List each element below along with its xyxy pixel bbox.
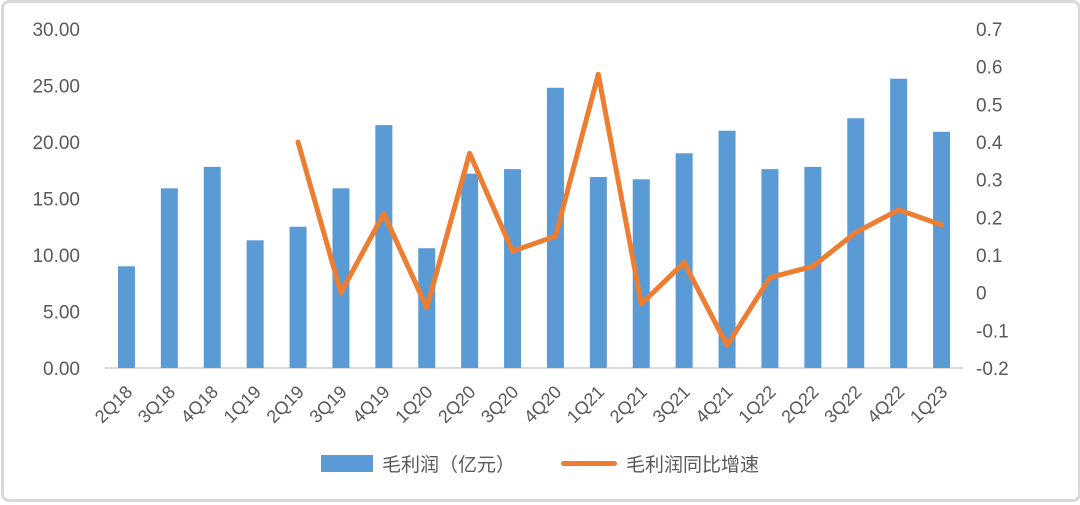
bar-1Q23 (933, 131, 951, 368)
left-axis-tick-label: 10.00 (32, 246, 80, 267)
x-axis-label-2Q20: 2Q20 (434, 382, 479, 427)
x-axis-label-4Q21: 4Q21 (692, 382, 737, 427)
bar-3Q18 (160, 188, 178, 368)
right-axis-tick-label: 0.7 (976, 20, 1002, 41)
line-series-label: 毛利润同比增速 (626, 455, 760, 476)
left-axis-tick-label: 15.00 (32, 190, 80, 211)
x-axis-label-4Q19: 4Q19 (348, 382, 393, 427)
x-axis-label-3Q20: 3Q20 (477, 382, 522, 427)
bar-1Q21 (589, 177, 607, 368)
bar-2Q18 (117, 266, 135, 368)
x-axis-label-3Q21: 3Q21 (649, 382, 694, 427)
left-axis-tick-label: 20.00 (32, 133, 80, 154)
bar-series-label: 毛利润（亿元） (381, 455, 515, 476)
x-axis-label-2Q21: 2Q21 (606, 382, 651, 427)
bar-2Q19 (289, 226, 307, 368)
left-axis-tick-label: 25.00 (32, 77, 80, 98)
x-axis-label-4Q20: 4Q20 (520, 382, 565, 427)
right-axis-tick-label: 0.1 (976, 246, 1002, 267)
bar-4Q22 (890, 78, 908, 368)
left-axis-tick-label: 30.00 (32, 20, 80, 41)
bar-3Q19 (332, 188, 350, 368)
bar-4Q19 (375, 125, 393, 368)
bar-2Q20 (461, 173, 479, 368)
x-axis-label-2Q19: 2Q19 (263, 382, 308, 427)
bar-4Q21 (718, 130, 736, 368)
x-axis-label-1Q22: 1Q22 (734, 382, 779, 427)
bar-3Q22 (847, 118, 865, 369)
bar-4Q18 (203, 166, 221, 368)
left-axis-tick-label: 0.00 (43, 359, 80, 380)
growth-line (295, 71, 944, 348)
right-axis-tick-label: 0.3 (976, 171, 1002, 192)
bar-1Q19 (246, 240, 264, 368)
x-axis-label-1Q20: 1Q20 (391, 382, 436, 427)
bar-1Q22 (761, 169, 779, 368)
right-axis-tick-label: 0.2 (976, 208, 1002, 229)
right-axis-tick-label: -0.1 (976, 321, 1009, 342)
x-axis-label-1Q21: 1Q21 (563, 382, 608, 427)
legend-item-line-series: 毛利润同比增速 (561, 450, 759, 477)
right-axis-tick-label: 0.5 (976, 95, 1002, 116)
x-axis-label-2Q18: 2Q18 (91, 382, 136, 427)
x-axis-label-1Q19: 1Q19 (220, 382, 265, 427)
right-axis-tick-label: 0.4 (976, 133, 1003, 154)
bar-2Q21 (632, 179, 650, 368)
legend-item-bar-series: 毛利润（亿元） (320, 450, 515, 477)
x-axis-label-1Q23: 1Q23 (906, 382, 951, 427)
x-axis-label-4Q18: 4Q18 (177, 382, 222, 427)
x-axis-label-3Q18: 3Q18 (134, 382, 179, 427)
line-series-swatch-icon (561, 461, 617, 466)
x-axis-label-4Q22: 4Q22 (863, 382, 908, 427)
right-axis-tick-label: -0.2 (976, 359, 1009, 380)
bar-series-swatch (320, 455, 373, 472)
x-axis-label-2Q22: 2Q22 (777, 382, 822, 427)
right-axis-tick-label: 0.6 (976, 58, 1002, 79)
chart-legend: 毛利润（亿元） 毛利润同比增速 (0, 450, 1080, 477)
x-axis-label-3Q22: 3Q22 (820, 382, 865, 427)
x-axis-label-3Q19: 3Q19 (305, 382, 350, 427)
bar-3Q20 (504, 169, 522, 368)
right-axis-tick-label: 0 (976, 284, 987, 305)
left-axis-tick-label: 5.00 (43, 303, 80, 324)
